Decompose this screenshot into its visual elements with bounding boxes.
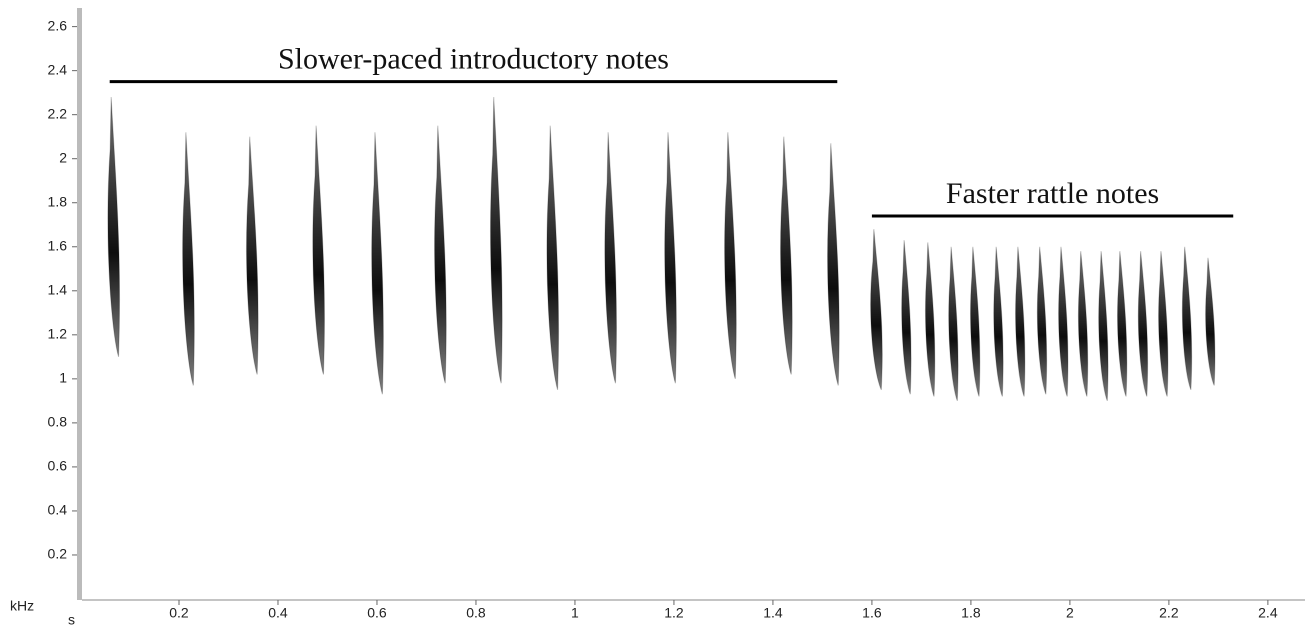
annotation-text: Slower-paced introductory notes	[278, 43, 669, 76]
y-tick-label: 1.2	[48, 326, 68, 342]
note	[724, 132, 737, 379]
y-tick-label: 0.4	[48, 502, 68, 518]
x-tick-label: 1	[571, 605, 579, 621]
note	[1158, 251, 1169, 397]
note	[901, 240, 912, 395]
y-tick-label: 1	[59, 370, 67, 386]
note	[827, 143, 840, 386]
annotation-text: Faster rattle notes	[946, 177, 1159, 210]
note	[993, 246, 1004, 397]
y-tick-label: 1.8	[48, 193, 68, 209]
note	[1117, 251, 1128, 397]
x-tick-label: 0.4	[268, 605, 288, 621]
note	[371, 132, 384, 395]
x-tick-label: 1.8	[961, 605, 981, 621]
note	[1077, 251, 1089, 397]
y-axis-bar	[77, 8, 82, 600]
note	[780, 136, 793, 375]
x-tick-label: 2	[1066, 605, 1074, 621]
y-tick-label: 2.4	[48, 61, 68, 77]
note	[312, 125, 325, 375]
x-tick-label: 1.4	[763, 605, 783, 621]
y-tick-label: 0.8	[48, 414, 68, 430]
note	[490, 97, 503, 384]
x-axis-label: s	[68, 612, 75, 626]
note	[182, 132, 195, 386]
note	[1015, 246, 1026, 397]
note	[1058, 246, 1069, 397]
note	[924, 242, 936, 397]
y-tick-label: 2	[59, 149, 67, 165]
y-tick-label: 2.2	[48, 105, 68, 121]
x-tick-label: 0.8	[466, 605, 486, 621]
note	[664, 132, 677, 384]
y-tick-label: 0.6	[48, 458, 68, 474]
note	[546, 125, 560, 390]
note	[948, 246, 959, 402]
note	[1137, 251, 1149, 397]
x-tick-label: 1.6	[862, 605, 882, 621]
note	[604, 132, 617, 384]
y-axis-label: kHz	[10, 598, 34, 614]
x-tick-label: 2.2	[1159, 605, 1179, 621]
note	[1205, 257, 1216, 386]
note	[970, 246, 981, 397]
note	[1098, 251, 1109, 402]
y-tick-label: 1.6	[48, 237, 68, 253]
note	[246, 136, 259, 375]
note	[107, 97, 121, 357]
note	[870, 229, 883, 391]
x-tick-label: 2.4	[1258, 605, 1278, 621]
x-tick-label: 1.2	[664, 605, 684, 621]
note	[1181, 246, 1193, 391]
y-tick-label: 1.4	[48, 281, 68, 297]
note	[434, 125, 447, 384]
y-tick-label: 2.6	[48, 17, 68, 33]
x-tick-label: 0.2	[169, 605, 189, 621]
y-tick-label: 0.2	[48, 546, 68, 562]
x-tick-label: 0.6	[367, 605, 387, 621]
note	[1036, 246, 1048, 395]
